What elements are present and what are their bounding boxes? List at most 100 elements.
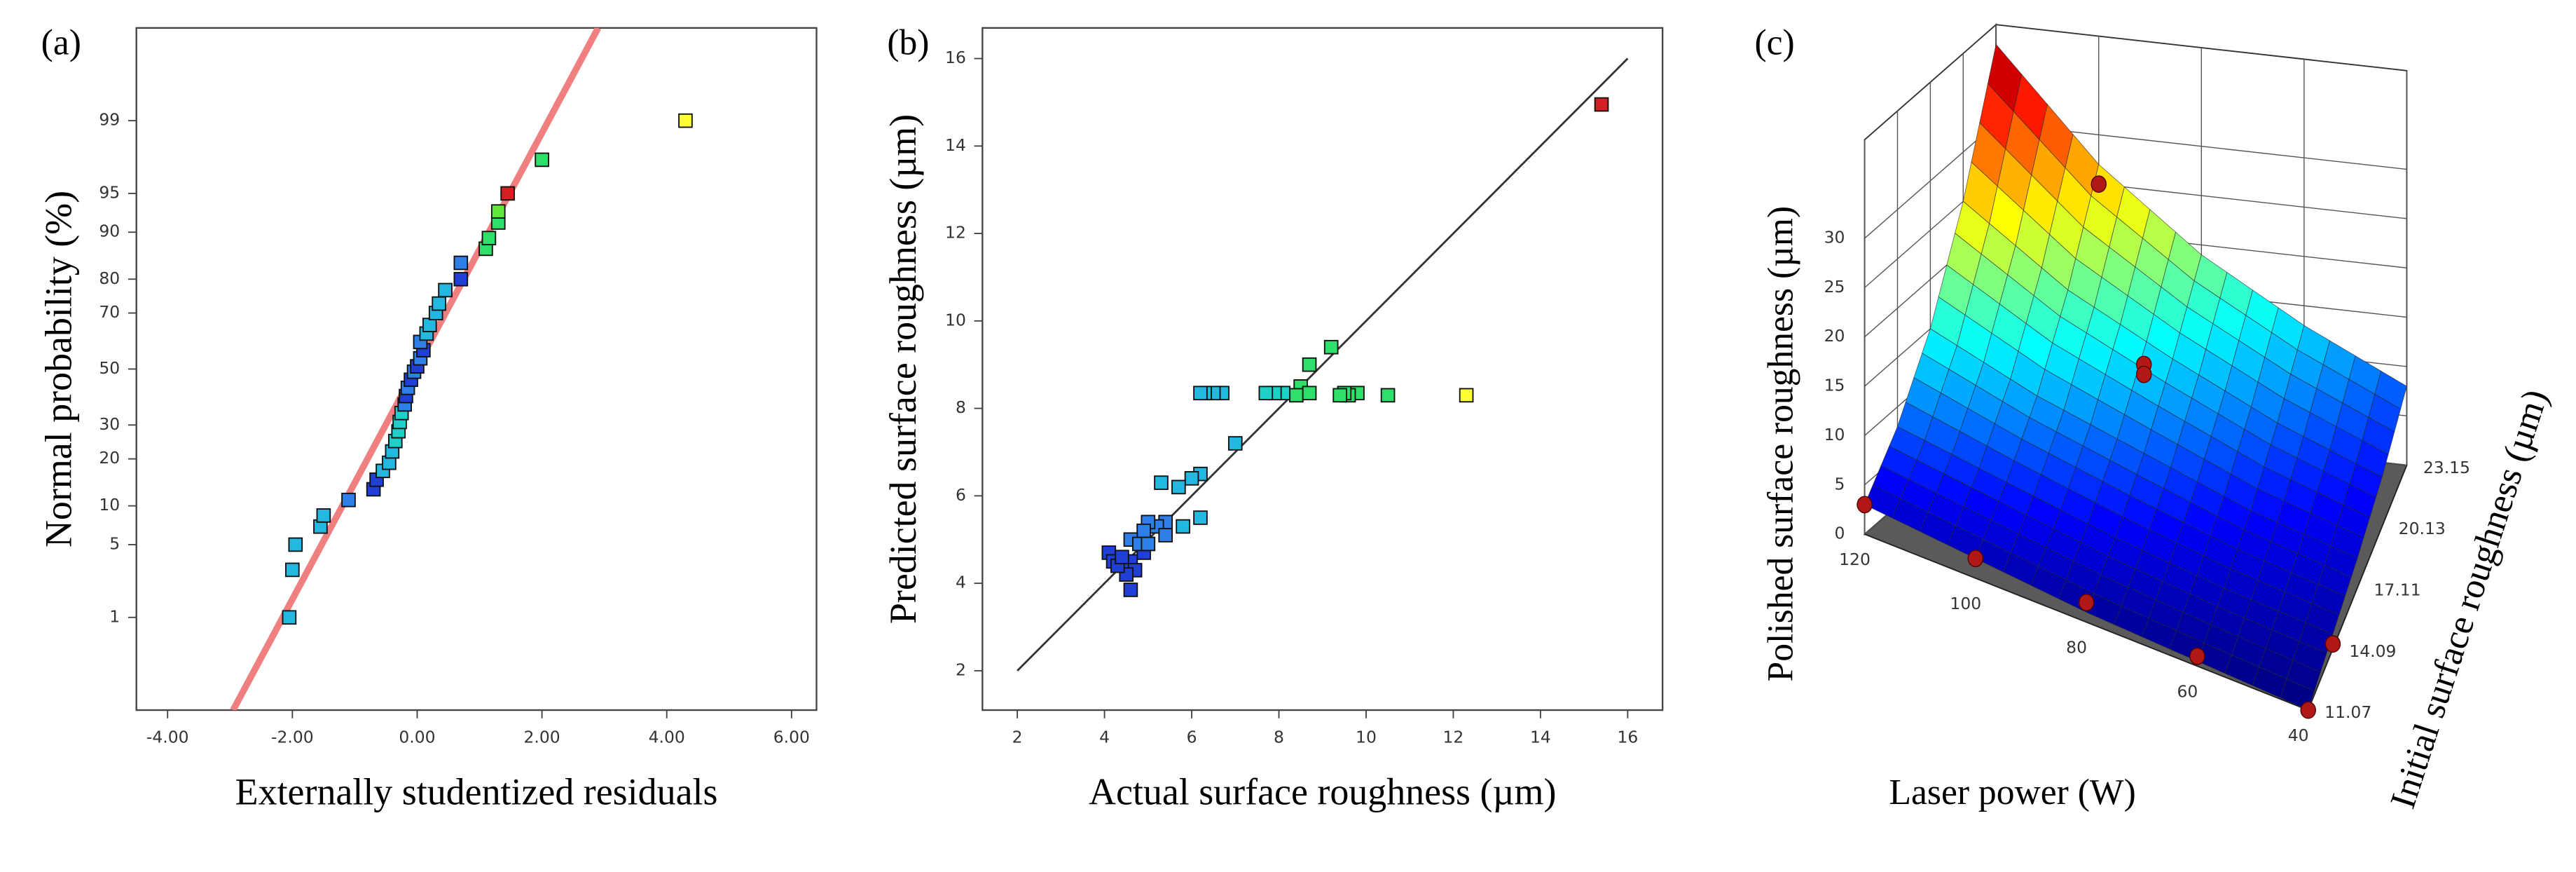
surface-cell <box>2277 325 2407 478</box>
data-point <box>453 271 469 287</box>
y-tick-label: 20 <box>99 448 120 468</box>
data-point <box>1227 436 1243 451</box>
y-tick-label: 16 <box>945 48 966 67</box>
data-point <box>1158 528 1173 543</box>
data-point <box>282 610 297 625</box>
x-tick-label: 60 <box>2177 681 2198 701</box>
y-tick-label: 5 <box>109 533 120 553</box>
design-point <box>1857 496 1873 514</box>
data-point <box>1380 388 1396 403</box>
surface-cell <box>2224 510 2358 635</box>
fit-line <box>1017 57 1629 672</box>
data-point <box>1323 339 1339 355</box>
z-tick-label: 25 <box>1824 277 1845 297</box>
data-point <box>316 508 331 523</box>
data-point <box>1171 479 1186 495</box>
x-tick-label: 2.00 <box>524 727 560 747</box>
y-tick-label: 10 <box>945 310 966 329</box>
y-tick-label: 99 <box>99 110 120 130</box>
data-point <box>1258 386 1274 401</box>
x-axis-title: Laser power (W) <box>1889 772 2135 812</box>
data-point <box>438 282 453 298</box>
x-tick-label: 4 <box>1099 727 1110 747</box>
surface-cell <box>1896 328 2038 483</box>
y-tick-label: 14 <box>945 135 966 155</box>
data-point <box>1154 475 1169 490</box>
y-tick-label: 17.11 <box>2374 580 2421 600</box>
surface-cell <box>2196 587 2334 711</box>
x-axis-title: Externally studentized residuals <box>235 770 718 812</box>
x-tick-label: 8 <box>1274 727 1284 747</box>
panel-label: (b) <box>887 23 929 63</box>
plot-frame <box>135 27 818 711</box>
surface-cell <box>2114 453 2252 589</box>
panel-label: (c) <box>1754 23 1794 63</box>
y-tick-label: 4 <box>956 573 966 592</box>
y-tick-label: 11.07 <box>2324 702 2371 722</box>
x-axis-title: Actual surface roughness (µm) <box>1089 770 1556 812</box>
x-tick-label: 80 <box>2066 638 2087 658</box>
y-axis-title: Predicted surface roughness (µm) <box>882 114 924 624</box>
plot-frame <box>982 27 1664 711</box>
data-point <box>1193 386 1208 401</box>
data-point <box>1302 357 1317 372</box>
design-point <box>2300 701 2316 719</box>
panel-label: (a) <box>41 23 81 63</box>
surface-cell <box>2172 254 2305 424</box>
design-point <box>2078 593 2095 611</box>
data-point <box>422 318 437 332</box>
y-tick-label: 90 <box>99 222 120 241</box>
z-tick-label: 20 <box>1824 326 1845 346</box>
design-point <box>2324 635 2341 653</box>
data-point <box>678 113 693 128</box>
data-point <box>1115 550 1129 565</box>
x-tick-label: -2.00 <box>271 727 314 747</box>
data-point <box>432 296 446 311</box>
x-tick-label: 6 <box>1187 727 1197 747</box>
z-axis-title: Polished surface roughness (µm) <box>1761 206 1801 682</box>
data-point <box>535 152 549 168</box>
data-point <box>1123 583 1138 597</box>
x-tick-label: 4.00 <box>649 727 685 747</box>
z-tick-label: 10 <box>1824 425 1845 444</box>
z-tick-label: 5 <box>1835 474 1845 493</box>
data-point <box>285 562 300 578</box>
x-tick-label: 100 <box>1950 594 1981 613</box>
data-point <box>500 186 515 201</box>
z-tick-label: 0 <box>1835 524 1845 543</box>
y-tick-label: 20.13 <box>2399 519 2446 538</box>
y-tick-label: 6 <box>956 485 966 505</box>
data-point <box>1302 386 1317 401</box>
design-point <box>2091 175 2107 193</box>
y-tick-label: 1 <box>109 606 120 626</box>
y-axis-title: Normal probability (%) <box>38 191 80 547</box>
y-tick-label: 30 <box>99 414 120 434</box>
surface-cell <box>1962 43 2100 291</box>
data-point <box>481 231 497 245</box>
data-point <box>1289 388 1304 403</box>
y-tick-label: 80 <box>99 268 120 288</box>
data-point <box>1594 97 1609 112</box>
data-point <box>453 255 469 271</box>
x-tick-label: 12 <box>1443 727 1464 747</box>
surface-cell <box>1929 200 2069 397</box>
data-point <box>1459 388 1474 403</box>
surface-cell <box>2006 395 2144 538</box>
x-tick-label: 120 <box>1839 550 1871 569</box>
data-point <box>341 492 356 507</box>
y-tick-label: 50 <box>99 358 120 378</box>
design-point <box>1967 550 1984 568</box>
x-tick-label: -4.00 <box>146 727 189 747</box>
y-tick-label: 95 <box>99 182 120 202</box>
surface-cell <box>1864 425 2007 559</box>
data-point <box>1184 471 1199 486</box>
z-tick-label: 15 <box>1824 376 1845 395</box>
y-tick-label: 23.15 <box>2423 458 2470 477</box>
design-point <box>2135 365 2152 383</box>
x-tick-label: 6.00 <box>773 727 810 747</box>
data-point <box>288 537 303 552</box>
design-point <box>2189 647 2205 665</box>
data-point <box>1332 388 1347 403</box>
y-tick-label: 8 <box>956 397 966 417</box>
